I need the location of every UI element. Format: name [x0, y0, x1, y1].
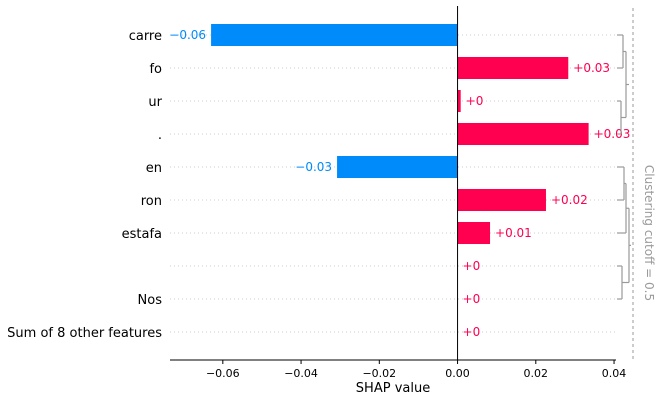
x-axis-title: SHAP value	[356, 381, 430, 396]
feature-label: estafa	[122, 227, 162, 242]
value-label: +0.03	[594, 127, 631, 141]
shap-bar	[457, 57, 569, 79]
feature-label: ron	[141, 194, 162, 209]
feature-label: Nos	[138, 293, 163, 308]
x-tick-label: 0.00	[445, 367, 470, 380]
shap-bar	[211, 24, 458, 46]
shap-bar	[457, 123, 589, 145]
feature-label: fo	[149, 62, 162, 77]
value-label: +0.02	[551, 193, 588, 207]
value-label: +0.01	[495, 226, 532, 240]
x-tick-label: −0.02	[362, 367, 396, 380]
x-tick-label: −0.06	[206, 367, 240, 380]
value-label: −0.03	[295, 160, 332, 174]
value-label: +0	[463, 259, 481, 273]
shap-bar	[457, 222, 491, 244]
value-label: +0.03	[573, 61, 610, 75]
feature-label: Sum of 8 other features	[7, 326, 162, 341]
feature-labels: carre fo ur. en ron estafa Nos Sum of 8 other f…	[7, 29, 162, 341]
feature-label: carre	[129, 29, 162, 44]
value-labels: −0.06 +0.03 +0 +0.03 −0.03 +0.02 +0.01 +0 +0 +0	[169, 28, 630, 339]
feature-label: en	[146, 161, 162, 176]
shap-bar	[337, 156, 458, 178]
value-label: +0	[463, 292, 481, 306]
x-axis: −0.06 −0.04 −0.02 0.00 0.02 0.04	[170, 6, 626, 380]
x-tick-label: 0.02	[524, 367, 549, 380]
feature-label: ur	[148, 95, 162, 110]
clustering-cutoff-label: Clustering cutoff = 0.5	[642, 165, 656, 301]
value-label: −0.06	[169, 28, 206, 42]
shap-bar	[457, 90, 461, 112]
value-label: +0	[466, 94, 484, 108]
shap-bar	[457, 189, 546, 211]
x-tick-label: 0.04	[602, 367, 627, 380]
row-guides	[170, 34, 616, 333]
feature-label: .	[158, 128, 162, 143]
bars-group	[211, 24, 589, 244]
clustering-dendrogram	[617, 8, 634, 360]
x-tick-label: −0.04	[284, 367, 318, 380]
value-label: +0	[463, 325, 481, 339]
